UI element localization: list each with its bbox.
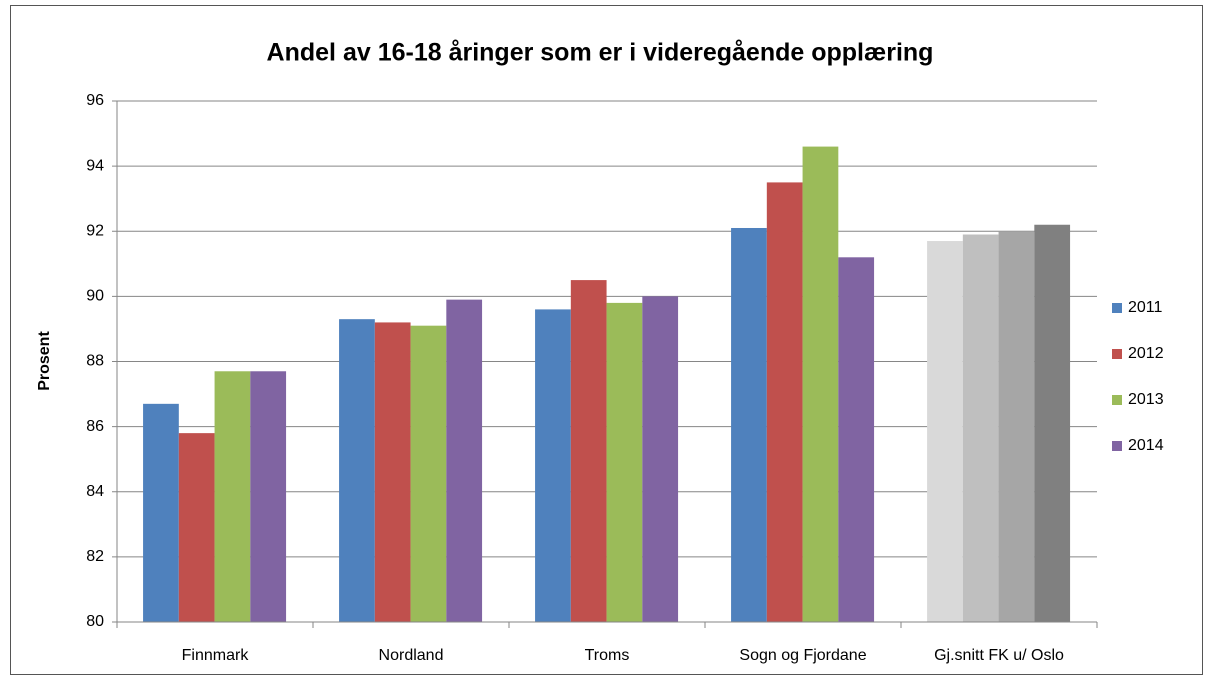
bar bbox=[410, 325, 447, 622]
legend-label: 2011 bbox=[1128, 299, 1163, 316]
y-tick-label: 82 bbox=[86, 548, 104, 565]
bar bbox=[214, 371, 251, 622]
bar bbox=[339, 319, 375, 622]
y-tick-label: 86 bbox=[86, 418, 104, 435]
x-tick-label: Gj.snitt FK u/ Oslo bbox=[934, 647, 1064, 664]
legend-swatch bbox=[1112, 395, 1122, 405]
bar bbox=[998, 231, 1035, 622]
legend-swatch bbox=[1112, 441, 1122, 451]
legend-label: 2013 bbox=[1128, 391, 1164, 408]
bar bbox=[766, 182, 803, 622]
legend-swatch bbox=[1112, 349, 1122, 359]
bar bbox=[178, 433, 215, 622]
bar bbox=[606, 302, 643, 622]
bar bbox=[731, 227, 767, 622]
y-tick-label: 90 bbox=[86, 288, 104, 305]
y-tick-label: 88 bbox=[86, 353, 104, 370]
bar bbox=[374, 322, 411, 622]
x-tick-label: Troms bbox=[585, 647, 630, 664]
y-tick-label: 94 bbox=[86, 157, 104, 174]
legend-swatch bbox=[1112, 303, 1122, 313]
y-tick-label: 80 bbox=[86, 613, 104, 630]
bar bbox=[642, 296, 679, 622]
bar bbox=[838, 257, 875, 622]
x-tick-label: Sogn og Fjordane bbox=[739, 647, 866, 664]
bar bbox=[927, 241, 963, 623]
bar bbox=[1034, 224, 1071, 623]
y-tick-label: 96 bbox=[86, 92, 104, 109]
y-tick-label: 92 bbox=[86, 222, 104, 239]
bar bbox=[535, 309, 571, 622]
bar bbox=[570, 280, 607, 622]
y-axis-label: Prosent bbox=[36, 331, 53, 391]
bar bbox=[446, 299, 483, 622]
legend-label: 2014 bbox=[1128, 437, 1164, 454]
legend-label: 2012 bbox=[1128, 345, 1164, 362]
y-tick-label: 84 bbox=[86, 483, 104, 500]
bar bbox=[962, 234, 999, 622]
x-tick-label: Nordland bbox=[379, 647, 444, 664]
chart-title: Andel av 16-18 åringer som er i videregå… bbox=[267, 39, 934, 67]
bar bbox=[143, 403, 179, 622]
x-tick-label: Finnmark bbox=[182, 647, 250, 664]
bar bbox=[802, 146, 839, 622]
bar bbox=[250, 371, 287, 622]
